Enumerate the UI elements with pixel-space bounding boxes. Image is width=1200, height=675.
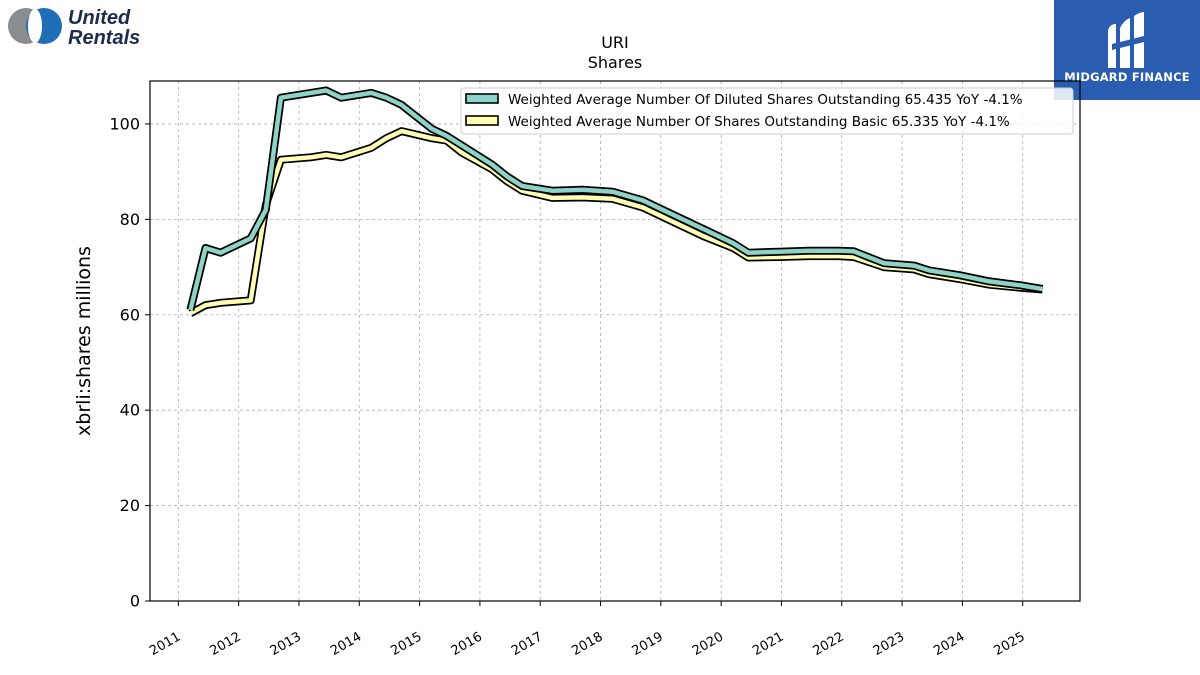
- company-logo-line1: United: [68, 7, 131, 29]
- legend-swatch-basic: [465, 115, 499, 126]
- legend-swatch-diluted: [465, 93, 499, 104]
- series-line-diluted: [188, 88, 1043, 311]
- chart-title: URI: [601, 33, 629, 52]
- series-outline-basic: [188, 127, 1043, 317]
- plot-area-frame: [149, 80, 1081, 602]
- midgard-logo-icon: [1108, 12, 1144, 68]
- y-tick-label: 0: [130, 592, 140, 611]
- x-tick-label: 2012: [207, 629, 243, 659]
- x-tick-label: 2015: [388, 629, 424, 659]
- x-tick-label: 2021: [750, 629, 786, 659]
- y-tick-label: 100: [109, 114, 140, 133]
- y-tick-label: 80: [120, 210, 140, 229]
- x-tick-label: 2018: [569, 629, 605, 659]
- legend-label-diluted: Weighted Average Number Of Diluted Share…: [508, 92, 1023, 108]
- series-lines: [186, 86, 1044, 317]
- x-tick-label: 2020: [690, 629, 726, 659]
- y-tick-label: 60: [120, 305, 140, 324]
- x-tick-label: 2023: [871, 629, 907, 659]
- legend-box: [460, 87, 1074, 135]
- x-tick-label: 2011: [147, 629, 183, 659]
- y-tick-label: 40: [120, 401, 140, 420]
- x-tick-label: 2022: [811, 629, 847, 659]
- midgard-finance-badge: MIDGARD FINANCE: [1054, 0, 1200, 100]
- x-tick-label: 2013: [268, 629, 304, 659]
- x-tick-label: 2014: [328, 629, 364, 659]
- x-tick-label: 2017: [509, 629, 545, 659]
- y-axis-label: xbrli:shares millions: [73, 246, 95, 436]
- company-logo-line2: Rentals: [68, 27, 140, 49]
- x-tick-label: 2025: [992, 629, 1028, 659]
- publisher-name: MIDGARD FINANCE: [1064, 70, 1190, 84]
- legend: Weighted Average Number Of Diluted Share…: [460, 87, 1074, 135]
- y-tick-label: 20: [120, 496, 140, 515]
- united-rentals-logo: United Rentals: [8, 7, 140, 49]
- chart-subtitle: Shares: [588, 53, 643, 72]
- x-tick-label: 2016: [449, 629, 485, 659]
- x-tick-label: 2019: [630, 629, 666, 659]
- legend-label-basic: Weighted Average Number Of Shares Outsta…: [508, 114, 1010, 130]
- x-tick-label: 2024: [931, 629, 967, 659]
